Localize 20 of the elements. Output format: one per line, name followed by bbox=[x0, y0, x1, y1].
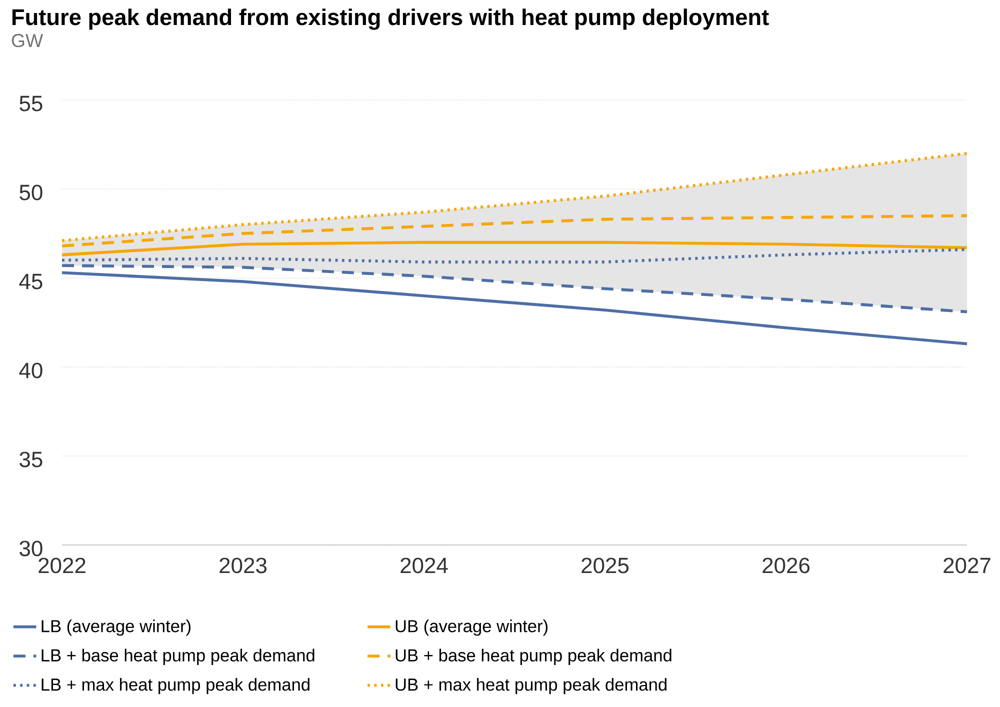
y-tick-label: 30 bbox=[20, 540, 42, 556]
x-tick-label: 2022 bbox=[38, 558, 86, 574]
chart-title: Future peak demand from existing drivers with heat pump deployment bbox=[12, 8, 769, 30]
y-tick-label: 35 bbox=[20, 452, 42, 468]
legend-label: LB + max heat pump peak demand bbox=[42, 678, 310, 694]
legend-label: LB + base heat pump peak demand bbox=[42, 648, 314, 665]
legend-label: UB + base heat pump peak demand bbox=[396, 648, 672, 665]
legend-label: LB (average winter) bbox=[42, 620, 190, 636]
x-tick-label: 2023 bbox=[220, 558, 267, 574]
legend-label: UB + max heat pump peak demand bbox=[396, 678, 666, 694]
legend-label: UB (average winter) bbox=[396, 620, 548, 636]
y-tick-label: 40 bbox=[19, 362, 42, 378]
y-tick-label: 45 bbox=[19, 274, 42, 290]
x-tick-label: 2024 bbox=[400, 558, 448, 574]
y-tick-label: 50 bbox=[20, 184, 42, 200]
x-tick-label: 2026 bbox=[762, 558, 810, 574]
x-tick-label: 2025 bbox=[582, 558, 629, 574]
y-tick-label: 55 bbox=[20, 96, 42, 112]
chart-subtitle: GW bbox=[12, 34, 44, 48]
x-tick-label: 2027 bbox=[944, 558, 990, 574]
